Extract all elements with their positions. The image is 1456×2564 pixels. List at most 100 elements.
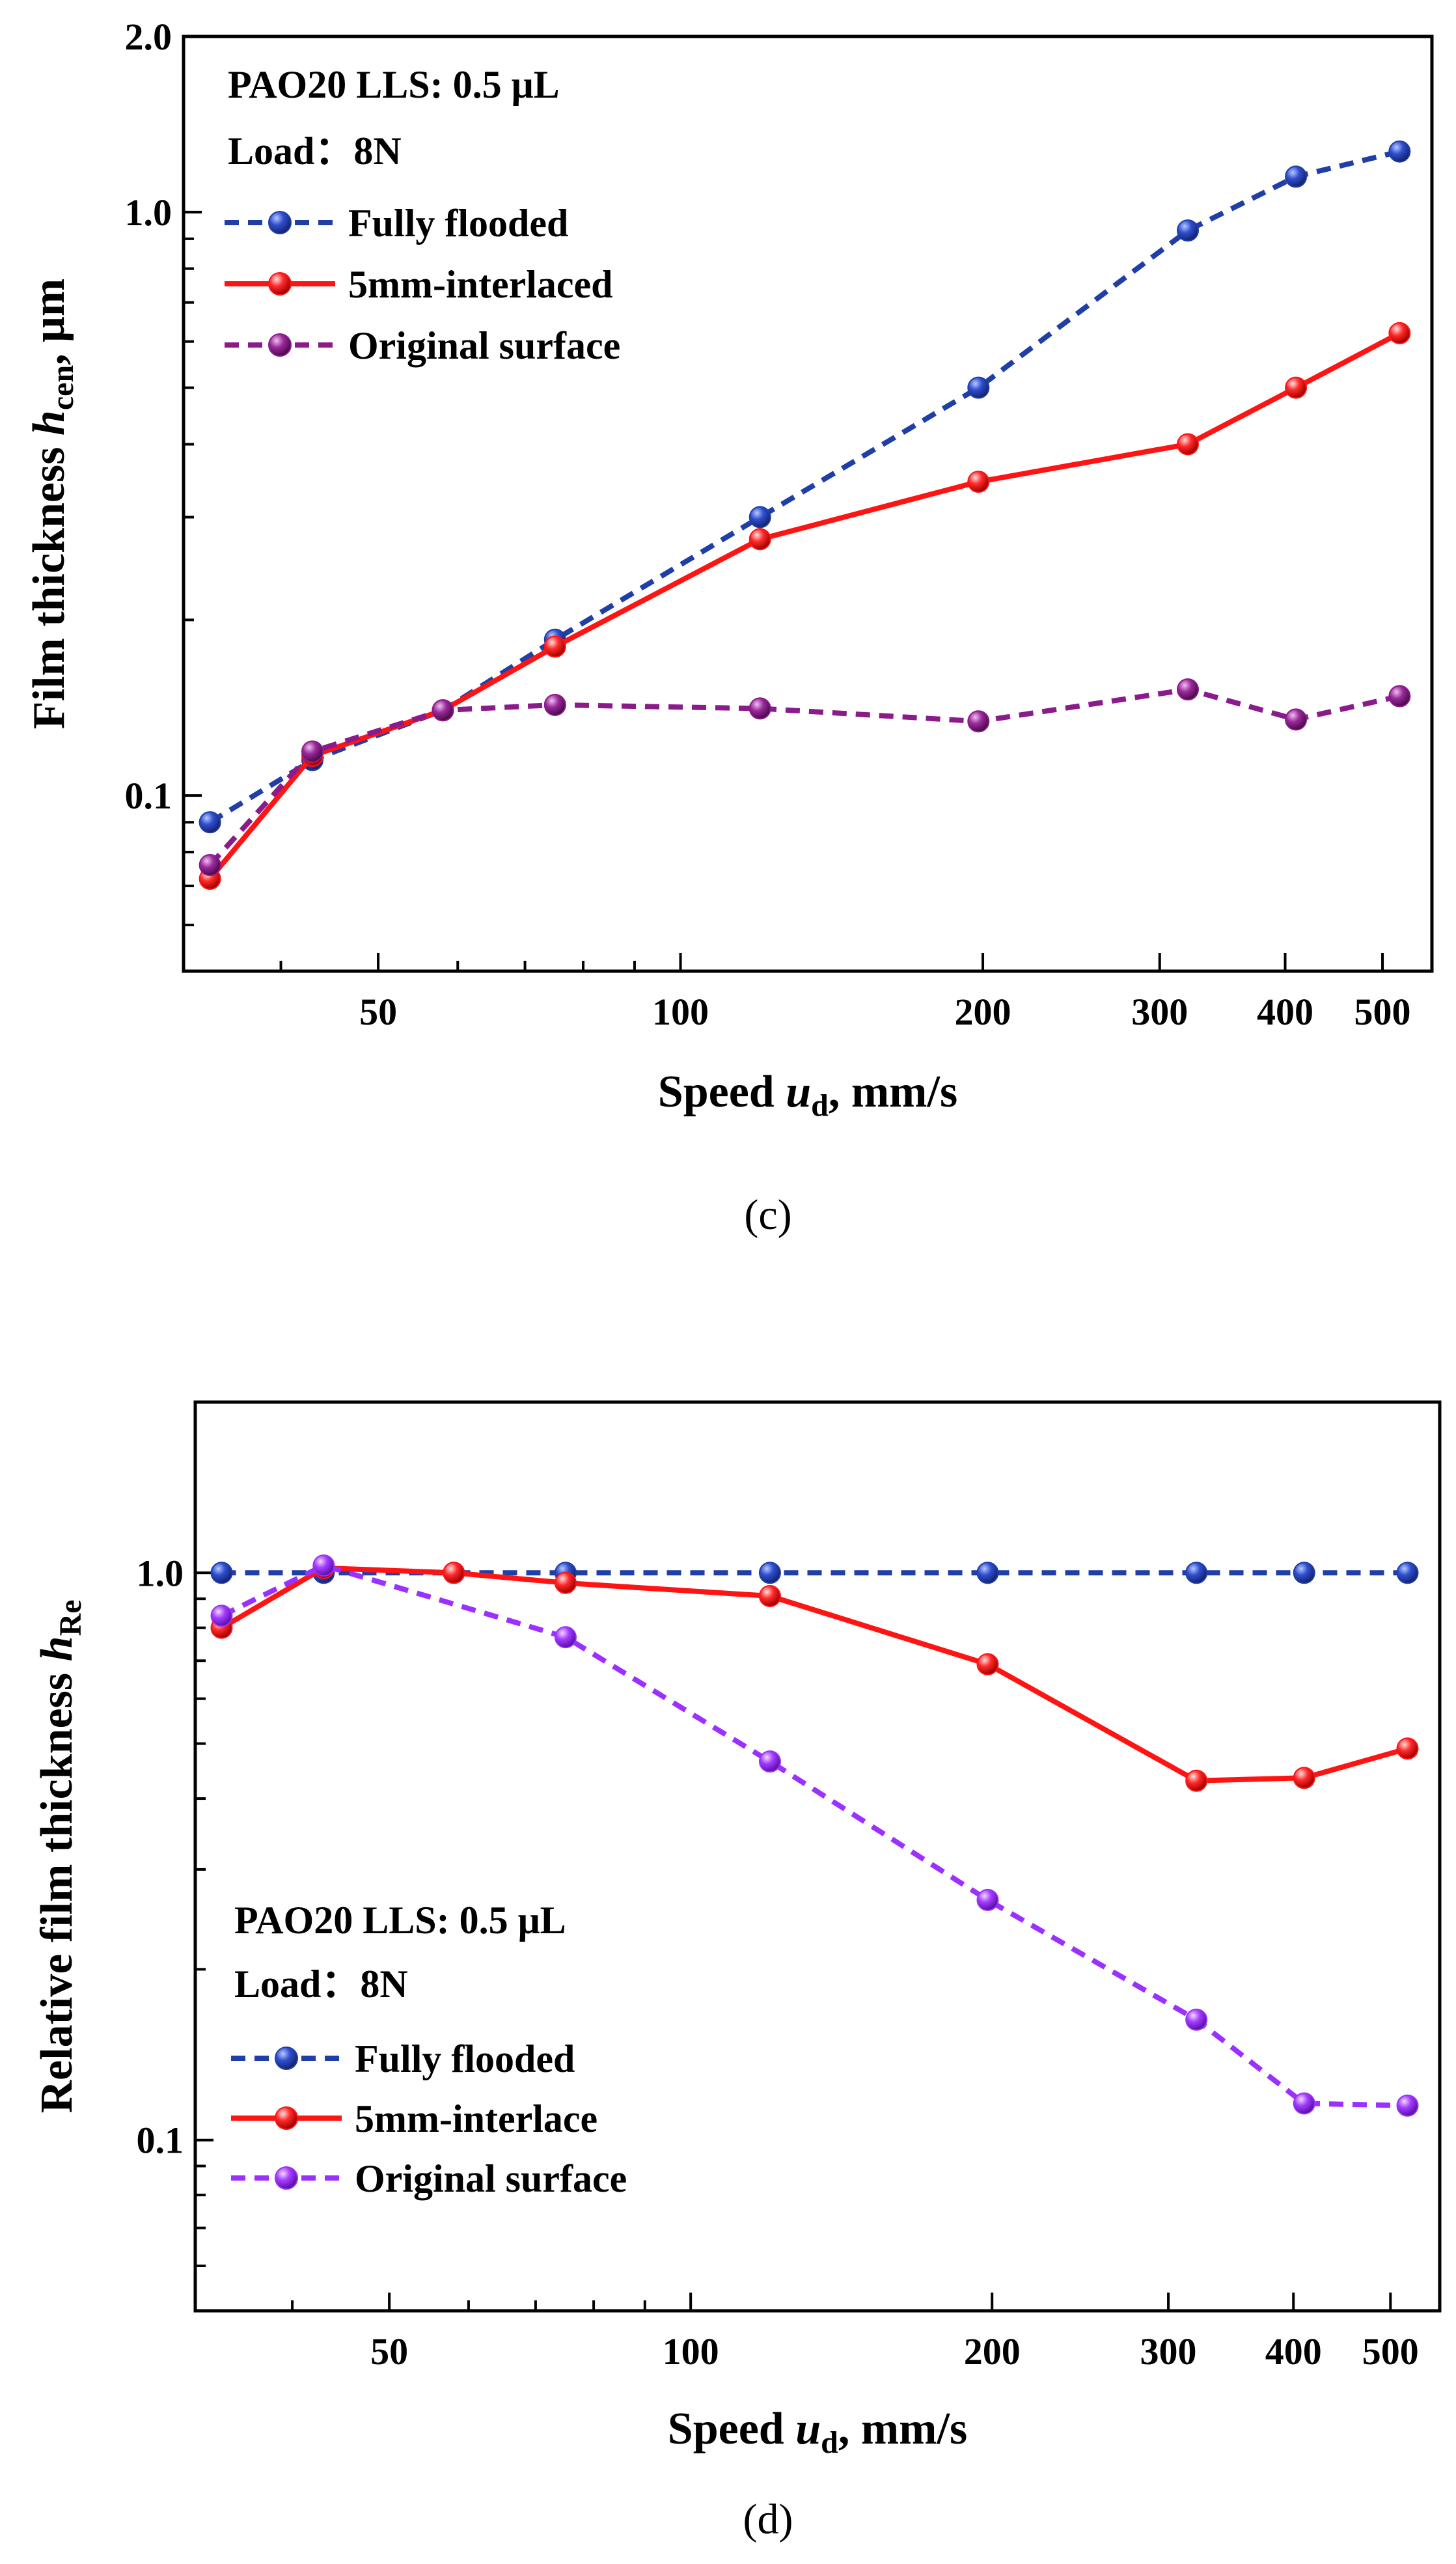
y-tick-labels-c: 0.1 1.0 2.0 xyxy=(125,16,172,817)
data-point-c-2-4 xyxy=(749,697,771,720)
data-point-d-2-6 xyxy=(1293,2092,1315,2115)
data-point-c-1-8 xyxy=(1388,322,1411,344)
data-point-d-2-0 xyxy=(210,1605,233,1627)
data-point-c-2-3 xyxy=(543,693,566,716)
data-point-c-2-0 xyxy=(199,854,221,877)
legend-label-c-1: 5mm-interlaced xyxy=(348,263,613,306)
annotation-line1-c: PAO20 LLS: 0.5 μL xyxy=(228,63,560,106)
legend-label-d-1: 5mm-interlace xyxy=(355,2097,598,2140)
legend-marker-c-2 xyxy=(268,333,292,357)
series-line-c-1 xyxy=(208,331,1401,881)
data-point-d-1-5 xyxy=(976,1653,999,1675)
x-tick-label-d-5: 500 xyxy=(1362,2330,1419,2373)
y-tick-label-c-0: 0.1 xyxy=(125,775,172,817)
data-point-c-0-0 xyxy=(199,811,221,834)
y-axis-title-var-d: h xyxy=(32,1636,82,1661)
annotation-line1-d: PAO20 LLS: 0.5 μL xyxy=(234,1899,566,1942)
data-point-d-0-0 xyxy=(210,1562,233,1584)
panel-label-d: (d) xyxy=(743,2496,793,2543)
y-tick-label-d-0: 0.1 xyxy=(137,2119,184,2162)
x-tick-label-c-3: 300 xyxy=(1131,991,1188,1033)
data-point-d-1-3 xyxy=(554,1571,577,1594)
legend-marker-d-0 xyxy=(275,2047,298,2070)
y-axis-title-c: Film thickness hcen, μm xyxy=(24,279,80,729)
legend-marker-d-1 xyxy=(275,2106,298,2130)
plot-frame-c xyxy=(182,34,1434,973)
data-point-c-0-6 xyxy=(1176,219,1199,242)
x-tick-label-c-5: 500 xyxy=(1354,991,1411,1033)
data-point-c-2-1 xyxy=(301,740,323,763)
x-tick-label-d-1: 100 xyxy=(663,2330,719,2373)
data-point-c-1-6 xyxy=(1176,433,1199,456)
data-point-d-2-5 xyxy=(1185,2008,1208,2031)
x-tick-label-c-0: 50 xyxy=(359,991,397,1033)
data-point-d-0-4 xyxy=(758,1562,781,1584)
legend-label-d-0: Fully flooded xyxy=(355,2037,575,2080)
x-axis-title-var-d: u xyxy=(795,2404,821,2454)
y-axis-title-main-d: Relative film thickness xyxy=(32,1661,82,2113)
legend-c: Fully flooded 5mm-interlaced Original surf… xyxy=(225,202,620,367)
data-point-c-0-7 xyxy=(1285,165,1308,188)
data-point-c-2-5 xyxy=(967,710,990,733)
x-tick-label-c-4: 400 xyxy=(1257,991,1313,1033)
x-tick-label-d-3: 300 xyxy=(1140,2330,1197,2373)
x-tick-label-d-0: 50 xyxy=(370,2330,408,2373)
data-point-d-2-7 xyxy=(1396,2094,1419,2117)
y-axis-title-sub-c: cen xyxy=(46,365,80,410)
series-line-c-0 xyxy=(208,148,1401,825)
series-line-d-2 xyxy=(220,1563,1408,2108)
data-point-c-1-5 xyxy=(967,471,990,493)
data-point-d-1-2 xyxy=(443,1562,465,1584)
x-tick-labels-d: 50 100 200 300 400 500 xyxy=(370,2330,1419,2373)
data-point-c-0-8 xyxy=(1388,140,1411,163)
data-point-d-2-3 xyxy=(758,1750,781,1773)
legend-marker-d-2 xyxy=(275,2166,298,2190)
data-point-c-2-6 xyxy=(1176,678,1199,701)
data-point-c-0-4 xyxy=(749,506,771,529)
x-axis-title-main-c: Speed xyxy=(658,1067,786,1117)
y-tick-label-d-1: 1.0 xyxy=(137,1552,184,1594)
y-axis-title-var-c: h xyxy=(24,410,74,435)
x-tick-label-d-4: 400 xyxy=(1265,2330,1322,2373)
x-axis-title-d: Speed ud, mm/s xyxy=(668,2404,967,2460)
data-point-d-1-8 xyxy=(1396,1737,1419,1760)
data-point-d-2-1 xyxy=(312,1554,335,1577)
chart-panel-d: 50 100 200 300 400 500 0.1 1.0 PAO20 LLS: 0.5 … xyxy=(32,1400,1442,2543)
ticks-d xyxy=(195,1401,1392,2312)
panel-label-c: (c) xyxy=(744,1191,791,1239)
legend-label-c-2: Original surface xyxy=(348,324,620,367)
x-axis-title-unit-d: , mm/s xyxy=(838,2404,967,2454)
data-point-c-0-5 xyxy=(967,376,990,399)
y-axis-title-d: Relative film thickness hRe xyxy=(32,1600,88,2114)
x-axis-title-c: Speed ud, mm/s xyxy=(658,1067,957,1123)
x-tick-label-d-2: 200 xyxy=(964,2330,1021,2373)
data-point-c-2-2 xyxy=(432,699,454,722)
data-point-d-2-4 xyxy=(976,1888,999,1911)
data-point-d-0-5 xyxy=(976,1562,999,1584)
legend-marker-c-1 xyxy=(268,272,292,296)
x-axis-title-main-d: Speed xyxy=(668,2404,795,2454)
x-axis-title-sub-c: d xyxy=(811,1088,829,1123)
data-point-d-1-4 xyxy=(758,1585,781,1608)
data-point-d-0-6 xyxy=(1185,1562,1208,1584)
annotation-line2-d: Load：8N xyxy=(234,1963,408,2006)
chart-panel-c: 50 100 200 300 400 500 0.1 1.0 2.0 PAO20 LLS: 0… xyxy=(24,16,1434,1239)
data-point-c-1-3 xyxy=(543,635,566,658)
x-tick-labels-c: 50 100 200 300 400 500 xyxy=(359,991,1410,1033)
legend-label-d-2: Original surface xyxy=(355,2157,627,2200)
data-point-c-1-7 xyxy=(1285,376,1308,399)
data-point-c-1-4 xyxy=(749,528,771,551)
legend-d: Fully flooded 5mm-interlace Original surfa… xyxy=(231,2037,627,2200)
data-point-d-0-8 xyxy=(1396,1562,1419,1584)
annotation-line2-c: Load：8N xyxy=(228,130,402,172)
x-tick-label-c-1: 100 xyxy=(652,991,709,1033)
y-tick-label-c-1: 1.0 xyxy=(125,191,172,234)
data-point-d-0-7 xyxy=(1293,1562,1315,1584)
y-tick-label-c-2: 2.0 xyxy=(125,16,172,58)
x-axis-title-var-c: u xyxy=(786,1067,811,1117)
series-c xyxy=(199,140,1411,890)
y-tick-labels-d: 0.1 1.0 xyxy=(137,1552,184,2161)
legend-label-c-0: Fully flooded xyxy=(348,202,568,245)
x-axis-title-unit-c: , mm/s xyxy=(829,1067,957,1117)
